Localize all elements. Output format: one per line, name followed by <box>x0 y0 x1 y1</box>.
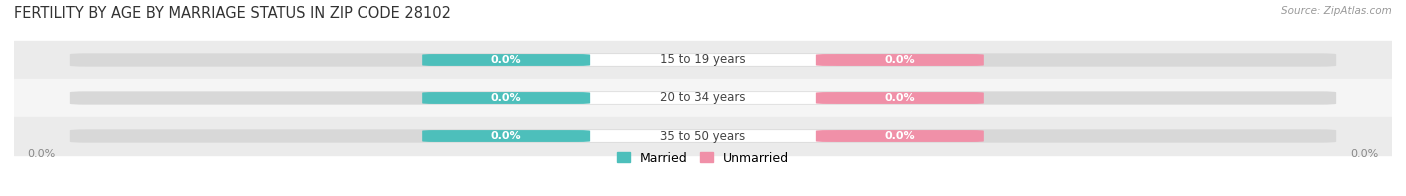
Legend: Married, Unmarried: Married, Unmarried <box>617 152 789 164</box>
Text: 0.0%: 0.0% <box>1351 149 1379 159</box>
Text: 0.0%: 0.0% <box>884 131 915 141</box>
FancyBboxPatch shape <box>815 130 984 142</box>
Text: FERTILITY BY AGE BY MARRIAGE STATUS IN ZIP CODE 28102: FERTILITY BY AGE BY MARRIAGE STATUS IN Z… <box>14 6 451 21</box>
Bar <box>14 79 1392 117</box>
FancyBboxPatch shape <box>70 53 1336 67</box>
Bar <box>14 41 1392 79</box>
Text: 0.0%: 0.0% <box>884 93 915 103</box>
FancyBboxPatch shape <box>422 54 591 66</box>
FancyBboxPatch shape <box>70 91 1336 105</box>
Text: 35 to 50 years: 35 to 50 years <box>661 130 745 142</box>
FancyBboxPatch shape <box>70 129 1336 143</box>
FancyBboxPatch shape <box>569 92 837 104</box>
FancyBboxPatch shape <box>569 130 837 142</box>
FancyBboxPatch shape <box>422 130 591 142</box>
Text: 0.0%: 0.0% <box>884 55 915 65</box>
Text: Source: ZipAtlas.com: Source: ZipAtlas.com <box>1281 6 1392 16</box>
Text: 0.0%: 0.0% <box>491 93 522 103</box>
Text: 0.0%: 0.0% <box>491 55 522 65</box>
Text: 0.0%: 0.0% <box>491 131 522 141</box>
Text: 15 to 19 years: 15 to 19 years <box>661 54 745 66</box>
Text: 0.0%: 0.0% <box>27 149 55 159</box>
FancyBboxPatch shape <box>569 54 837 66</box>
FancyBboxPatch shape <box>815 54 984 66</box>
FancyBboxPatch shape <box>422 92 591 104</box>
Bar <box>14 117 1392 155</box>
Text: 20 to 34 years: 20 to 34 years <box>661 92 745 104</box>
FancyBboxPatch shape <box>815 92 984 104</box>
